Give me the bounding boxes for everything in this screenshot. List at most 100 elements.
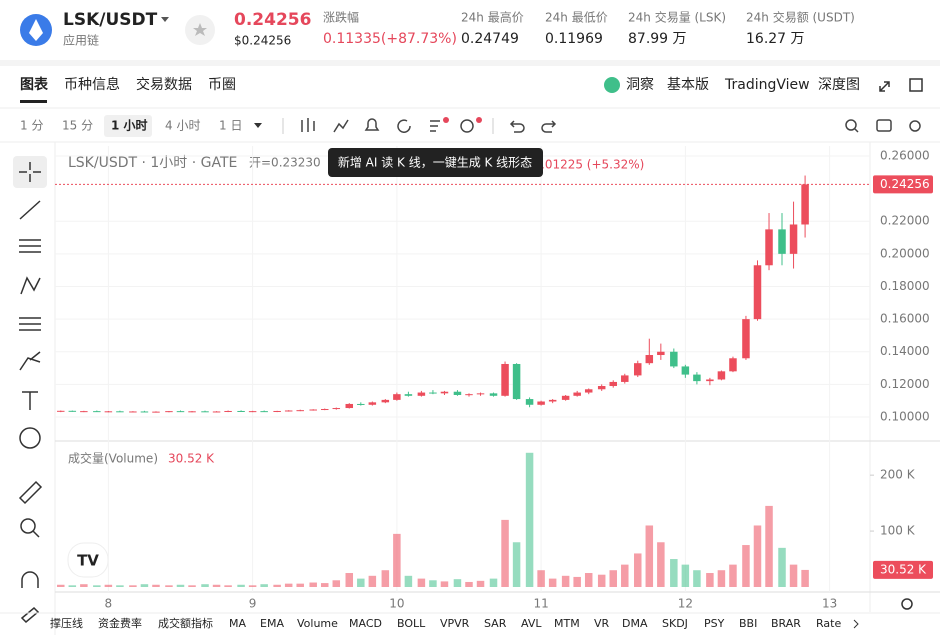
zoom-tool[interactable] [20, 518, 36, 534]
settings-icon[interactable] [909, 120, 921, 132]
candle-type-icon[interactable] [301, 118, 315, 132]
indicator[interactable]: AVL [521, 617, 542, 630]
y-tick-label: 0.14000 [880, 344, 930, 358]
interval[interactable]: 4 小时 [165, 119, 200, 133]
emoji-tool[interactable] [19, 427, 41, 449]
alert-icon[interactable] [364, 118, 380, 131]
indicator[interactable]: 撑压线 [50, 616, 83, 630]
tooltip [328, 148, 543, 177]
indicator[interactable]: DMA [622, 617, 648, 630]
volume-bar [165, 585, 173, 587]
candle-body [237, 410, 245, 412]
indicator[interactable]: MACD [349, 617, 382, 630]
indicator[interactable]: Volume [297, 617, 338, 630]
y-tick-label: 0.18000 [880, 279, 930, 293]
redo-icon[interactable] [541, 120, 557, 133]
indicator[interactable]: BOLL [397, 617, 426, 630]
right-tab[interactable]: TradingView [724, 77, 810, 93]
candle-body [129, 411, 137, 413]
indicator[interactable]: BRAR [771, 617, 801, 630]
candle-body [561, 395, 570, 400]
interval[interactable]: 15 分 [62, 119, 93, 133]
y2-tick-label: 100 K [880, 524, 916, 538]
indicator[interactable]: VPVR [440, 617, 470, 630]
dropdown-icon[interactable] [161, 17, 169, 22]
volume-bar [453, 579, 462, 587]
candle-body [657, 351, 665, 356]
volume-bar [789, 564, 798, 587]
indicator[interactable]: SAR [484, 617, 507, 630]
indicator[interactable]: PSY [704, 617, 725, 630]
tab[interactable]: 图表 [20, 76, 49, 93]
volume-bar [140, 584, 149, 587]
active-tab-underline [20, 100, 47, 103]
undo-icon[interactable] [509, 120, 525, 133]
crosshair-tool[interactable] [19, 162, 41, 182]
pair[interactable]: LSK/USDT [63, 10, 158, 30]
add-icon[interactable] [460, 119, 474, 133]
window-icon[interactable] [909, 78, 923, 92]
indicator[interactable]: MTM [554, 617, 580, 630]
right-tab[interactable]: 深度图 [818, 77, 860, 93]
indicator[interactable]: 资金费率 [98, 616, 142, 630]
indicator-icon[interactable] [333, 119, 349, 133]
indicator[interactable]: Rate [816, 617, 841, 630]
tab[interactable]: 币种信息 [64, 76, 120, 93]
volume-bar [537, 570, 545, 587]
magnet-tool[interactable] [21, 571, 39, 588]
price-tag-text: 0.24256 [880, 177, 930, 191]
tab[interactable]: 交易数据 [136, 76, 192, 93]
candle-body [57, 410, 65, 412]
volume-bar [129, 585, 137, 587]
brush-tool[interactable] [19, 351, 41, 371]
toolbar-icons [282, 118, 921, 134]
candle-body [309, 409, 317, 411]
indicator[interactable]: VR [594, 617, 610, 630]
volume-bar [501, 519, 509, 587]
interval-dropdown[interactable] [254, 123, 262, 128]
channel-tool[interactable] [19, 239, 41, 253]
candle-body [597, 386, 606, 390]
volume-bar [188, 585, 196, 587]
right-tab[interactable]: 洞察 [626, 76, 654, 93]
stat-label: 24h 最低价 [545, 11, 608, 25]
candle-body [165, 411, 173, 413]
more-arrow[interactable] [853, 619, 859, 629]
volume-bar [765, 505, 773, 587]
axis-settings[interactable] [901, 598, 913, 610]
candle-body [512, 363, 521, 400]
stat-value: 87.99 万 [628, 31, 687, 47]
interval[interactable]: 1 小时 [111, 118, 148, 133]
volume-bar [609, 570, 617, 587]
candle-body [393, 394, 401, 400]
line-tool[interactable] [19, 200, 41, 220]
tab[interactable]: 币圈 [208, 77, 236, 93]
camera-icon[interactable] [876, 119, 892, 132]
volume-bar [693, 570, 701, 587]
ruler-tool[interactable] [18, 480, 43, 505]
volume-bar [357, 578, 365, 587]
pattern-tool[interactable] [20, 276, 41, 295]
indicator[interactable]: EMA [260, 617, 284, 630]
volume-bar [176, 584, 185, 587]
right-tab[interactable]: 基本版 [667, 76, 709, 93]
template-icon[interactable] [430, 120, 440, 132]
fib-tool[interactable] [19, 317, 41, 331]
indicator[interactable]: BBI [739, 617, 757, 630]
indicator[interactable]: MA [229, 617, 246, 630]
interval[interactable]: 1 日 [219, 119, 242, 133]
volume-tag-text: 30.52 K [880, 562, 927, 576]
search-icon[interactable] [845, 119, 857, 131]
x-tick-label: 10 [389, 597, 404, 611]
text-tool[interactable] [22, 391, 38, 410]
indicator[interactable]: 成交额指标 [158, 616, 213, 630]
y-tick-label: 0.12000 [880, 377, 930, 391]
candle-body [440, 391, 449, 394]
interval[interactable]: 1 分 [20, 119, 43, 133]
volume-bar [584, 573, 593, 587]
replay-icon[interactable] [397, 119, 411, 133]
candle-body [201, 411, 209, 413]
expand-icon[interactable] [879, 81, 890, 92]
pencil-tool[interactable] [20, 606, 40, 624]
indicator[interactable]: SKDJ [662, 617, 688, 630]
